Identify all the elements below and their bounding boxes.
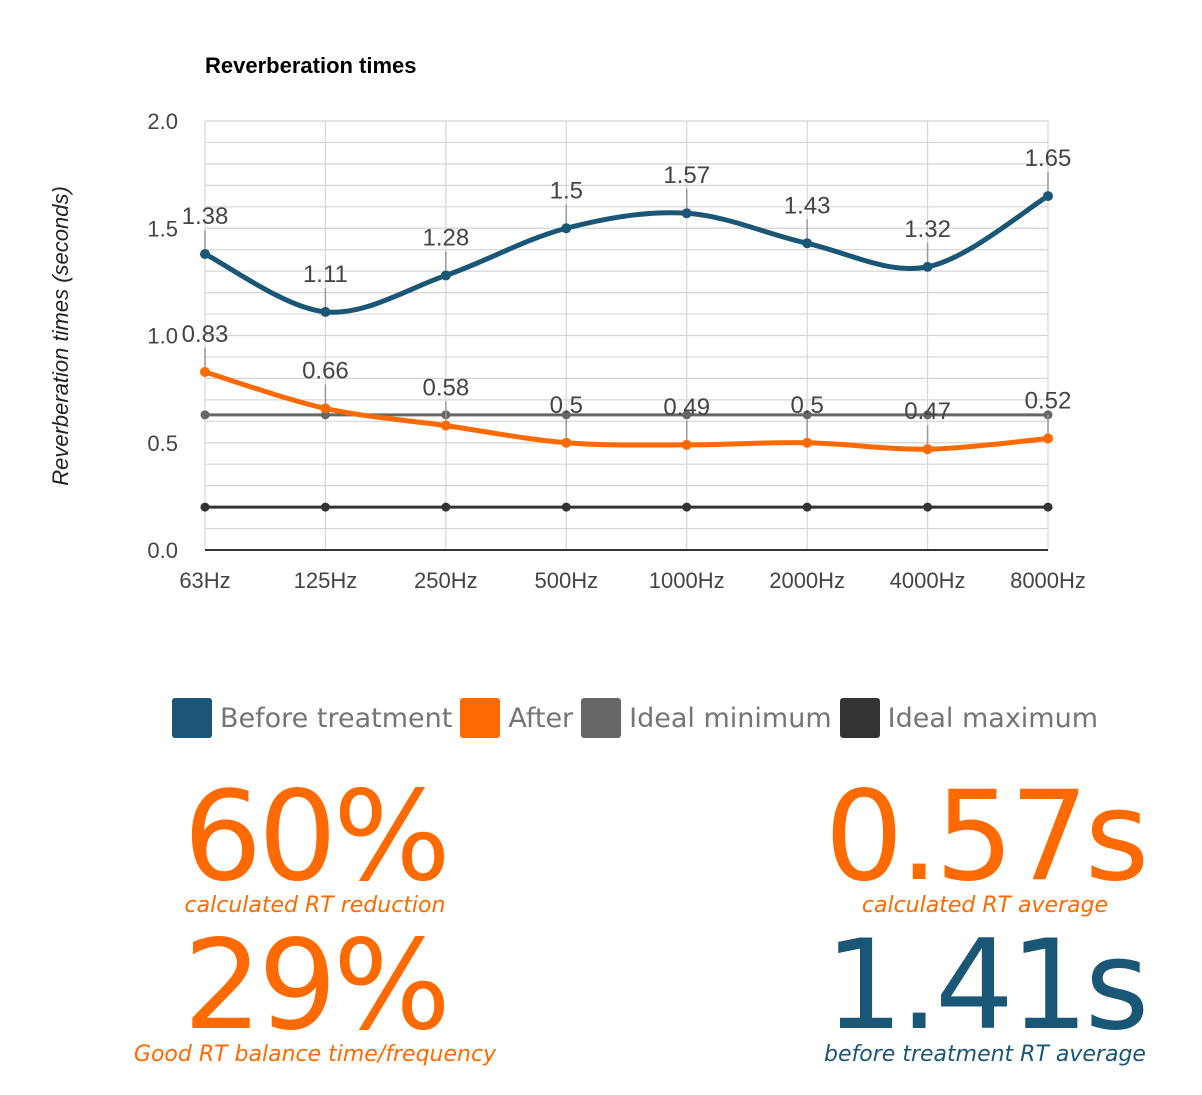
stat-caption: before treatment RT average <box>824 1042 1146 1067</box>
reverberation-chart: Reverberation times Reverberation times … <box>48 53 1086 593</box>
data-point-before-treatment <box>561 223 572 234</box>
data-point-ideal-minimum <box>561 410 571 420</box>
data-point-after <box>681 439 692 450</box>
legend-item-ideal-minimum[interactable]: Ideal minimum <box>581 698 832 738</box>
series-line-before-treatment <box>202 193 1051 315</box>
data-label: 1.38 <box>182 203 229 230</box>
data-label: 1.5 <box>550 177 583 204</box>
stat-value: 1.41s <box>824 914 1150 1058</box>
x-tick-label: 4000Hz <box>890 568 966 593</box>
y-tick-label: 0.5 <box>147 431 178 456</box>
data-point-after <box>320 403 331 414</box>
data-point-ideal-maximum <box>923 502 933 512</box>
data-label: 1.65 <box>1025 145 1072 172</box>
data-point-after <box>200 366 210 377</box>
stat-value: 60% <box>183 765 451 909</box>
legend-swatch-ideal-maximum <box>839 698 880 738</box>
stat-value: 0.57s <box>824 765 1150 909</box>
data-label: 0.49 <box>663 394 710 421</box>
data-point-ideal-maximum <box>1043 502 1053 512</box>
data-point-ideal-maximum <box>561 502 571 512</box>
data-point-ideal-minimum <box>682 410 692 420</box>
data-point-before-treatment <box>1043 191 1053 202</box>
y-axis-label: Reverberation times (seconds) <box>48 186 73 486</box>
x-tick-label: 125Hz <box>294 568 358 593</box>
data-label: 0.5 <box>550 392 583 419</box>
stat-before-average: 1.41s before treatment RT average <box>790 924 1180 1067</box>
data-point-ideal-maximum <box>441 502 451 512</box>
stat-rt-balance: 29% Good RT balance time/frequency <box>120 924 510 1067</box>
legend-swatch-before <box>172 698 212 738</box>
data-point-before-treatment <box>440 270 451 281</box>
data-point-before-treatment <box>681 208 692 219</box>
legend-item-before[interactable]: Before treatment <box>172 698 452 738</box>
legend-item-ideal-maximum[interactable]: Ideal maximum <box>839 698 1099 738</box>
data-point-after <box>1043 433 1053 444</box>
data-point-before-treatment <box>922 261 933 272</box>
chart-title: Reverberation times <box>205 53 417 78</box>
data-point-ideal-maximum <box>200 502 210 512</box>
legend-swatch-ideal-minimum <box>581 698 622 738</box>
x-tick-label: 250Hz <box>414 568 478 593</box>
stat-caption: calculated RT average <box>861 893 1109 918</box>
y-tick-label: 1.0 <box>147 324 178 349</box>
y-tick-label: 1.5 <box>147 216 178 241</box>
data-label: 0.5 <box>790 392 823 419</box>
series-line-after <box>202 369 1051 452</box>
data-label: 1.57 <box>663 162 710 189</box>
data-point-ideal-maximum <box>802 502 812 512</box>
y-tick-label: 0.0 <box>147 538 178 563</box>
x-tick-label: 63Hz <box>179 568 230 593</box>
data-point-ideal-maximum <box>682 502 692 512</box>
stat-rt-average: 0.57s calculated RT average <box>790 775 1180 918</box>
data-point-after <box>922 444 933 455</box>
data-point-before-treatment <box>802 238 813 249</box>
legend-item-after[interactable]: After <box>460 698 573 738</box>
data-point-ideal-maximum <box>320 502 330 512</box>
data-point-ideal-minimum <box>802 410 812 420</box>
data-label: 0.47 <box>904 398 951 425</box>
x-tick-label: 2000Hz <box>769 568 845 593</box>
chart-legend: Before treatment After Ideal minimum Ide… <box>172 698 1106 738</box>
data-label: 0.66 <box>302 357 349 384</box>
data-label: 1.11 <box>303 261 348 288</box>
x-tick-label: 500Hz <box>534 568 598 593</box>
data-label: 0.83 <box>182 321 229 348</box>
stat-caption: calculated RT reduction <box>184 893 446 918</box>
data-point-before-treatment <box>320 306 331 317</box>
data-point-after <box>561 437 572 448</box>
legend-label-before: Before treatment <box>220 702 453 734</box>
legend-label-after: After <box>508 702 574 734</box>
data-point-after <box>802 437 813 448</box>
data-point-ideal-minimum <box>200 410 210 420</box>
y-tick-label: 2.0 <box>147 109 178 134</box>
data-point-ideal-minimum <box>923 410 933 420</box>
x-tick-label: 1000Hz <box>649 568 725 593</box>
data-label: 1.28 <box>422 224 469 251</box>
data-label: 1.43 <box>784 192 831 219</box>
legend-label-ideal-maximum: Ideal maximum <box>887 702 1099 734</box>
data-label: 1.32 <box>904 216 951 243</box>
legend-swatch-after <box>460 698 501 738</box>
x-tick-label: 8000Hz <box>1010 568 1086 593</box>
data-label: 0.52 <box>1025 387 1072 414</box>
data-point-after <box>440 420 451 431</box>
stat-value: 29% <box>183 914 451 1058</box>
data-point-before-treatment <box>200 248 210 259</box>
stat-caption: Good RT balance time/frequency <box>133 1042 497 1067</box>
stat-rt-reduction: 60% calculated RT reduction <box>130 775 500 918</box>
data-label: 0.58 <box>422 375 469 402</box>
legend-label-ideal-minimum: Ideal minimum <box>629 702 832 734</box>
